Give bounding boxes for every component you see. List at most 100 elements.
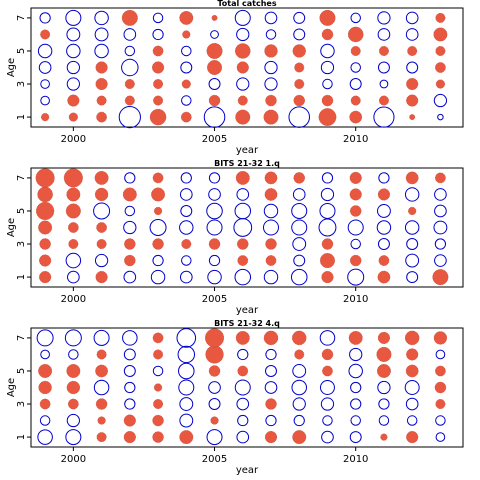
bubble-negative: [236, 27, 250, 42]
y-tick-label: 5: [16, 368, 27, 374]
bubble-negative: [265, 414, 277, 427]
bubble-negative: [39, 12, 51, 24]
bubble-positive: [66, 364, 81, 378]
bubble-positive: [68, 222, 79, 233]
bubble-negative: [265, 29, 277, 40]
bubble-positive: [237, 95, 248, 106]
bubble-positive: [95, 61, 108, 74]
bubble-positive: [407, 46, 418, 56]
bubble-positive: [435, 172, 446, 184]
panel-3: BITS 21-32 4.q 2000 2005 2010 1 3 5 7 year Age: [6, 319, 464, 476]
bubble-positive: [433, 331, 448, 345]
bubble-negative: [122, 330, 138, 346]
bubble-positive: [208, 238, 221, 250]
bubble-negative: [435, 432, 446, 442]
bubble-positive: [432, 269, 449, 286]
bubble-positive: [210, 416, 219, 425]
bubble-positive: [319, 9, 336, 26]
bubble-negative: [264, 60, 278, 75]
bubble-positive: [435, 62, 446, 73]
bubble-negative: [404, 380, 420, 395]
x-tick-label: 2010: [343, 454, 368, 465]
bubble-positive: [207, 60, 222, 75]
bubble-negative: [377, 11, 391, 25]
bubble-negative: [291, 219, 308, 236]
bubble-positive: [406, 78, 419, 91]
bubble-negative: [178, 379, 195, 396]
bubble-positive: [153, 399, 164, 409]
bubble-positive: [39, 398, 51, 410]
bubble-negative: [322, 415, 333, 426]
bubble-negative: [233, 218, 253, 237]
bubble-positive: [237, 238, 249, 250]
bubble-positive: [264, 431, 278, 444]
bubble-positive: [264, 44, 278, 58]
bubble-negative: [434, 254, 447, 267]
y-axis-label: Age: [6, 378, 17, 397]
bubble-positive: [321, 348, 334, 361]
bubble-positive: [264, 188, 278, 201]
bubble-positive: [378, 95, 389, 106]
bubble-positive: [94, 170, 109, 185]
bubble-negative: [406, 415, 418, 426]
bubble-positive: [350, 205, 362, 217]
bubble-negative: [263, 203, 279, 219]
bubble-positive: [153, 79, 164, 89]
bubble-negative: [124, 205, 136, 217]
bubble-negative: [180, 61, 193, 74]
bubble-negative: [376, 220, 392, 235]
bubble-negative: [208, 188, 221, 201]
bubble-positive: [376, 346, 392, 362]
bubble-negative: [347, 268, 365, 286]
bubble-positive: [152, 238, 164, 250]
bubble-negative: [40, 349, 50, 360]
bubble-negative: [210, 30, 219, 39]
bubble-negative: [94, 10, 109, 26]
bubble-negative: [206, 429, 223, 446]
bubble-negative: [176, 328, 197, 348]
bubble-positive: [37, 186, 53, 203]
bubble-positive: [435, 79, 445, 89]
bubble-negative: [181, 45, 192, 57]
bubble-negative: [348, 363, 363, 379]
x-tick-label: 2005: [202, 294, 227, 305]
bubble-positive: [265, 398, 277, 410]
bubble-positive: [68, 112, 78, 122]
bubble-positive: [179, 430, 194, 445]
bubble-positive: [95, 271, 108, 284]
bubble-positive: [152, 431, 164, 443]
bubble-positive: [95, 398, 108, 410]
bubble-positive: [294, 79, 305, 89]
bubble-positive: [96, 349, 107, 360]
bubble-negative: [94, 43, 109, 59]
bubble-positive: [405, 364, 419, 378]
bubble-negative: [179, 188, 193, 201]
bubble-negative: [319, 202, 336, 219]
bubble-negative: [288, 106, 310, 128]
bubble-negative: [318, 218, 337, 237]
bubble-positive: [123, 431, 136, 444]
bubble-positive: [39, 271, 52, 284]
bubble-negative: [405, 28, 419, 41]
bubble-negative: [437, 113, 444, 121]
bubble-positive: [294, 62, 305, 73]
bubble-negative: [378, 415, 390, 426]
bubble-negative: [66, 77, 80, 91]
bubble-negative: [236, 430, 250, 444]
bubble-negative: [347, 219, 364, 236]
bubble-positive: [122, 187, 137, 202]
x-tick-label: 2010: [343, 294, 368, 305]
bubble-negative: [319, 380, 335, 395]
bubble-positive: [348, 330, 363, 345]
bubble-positive: [63, 168, 83, 188]
x-tick-label: 2000: [61, 134, 86, 145]
bubble-positive: [321, 28, 334, 41]
y-tick-label: 1: [16, 274, 27, 280]
bubble-negative: [265, 348, 277, 361]
bubble-negative: [377, 28, 391, 41]
bubble-positive: [65, 203, 81, 219]
bubble-positive: [66, 187, 81, 202]
bubble-negative: [94, 253, 109, 268]
bubble-negative: [123, 28, 137, 41]
bubble-negative: [350, 12, 361, 24]
